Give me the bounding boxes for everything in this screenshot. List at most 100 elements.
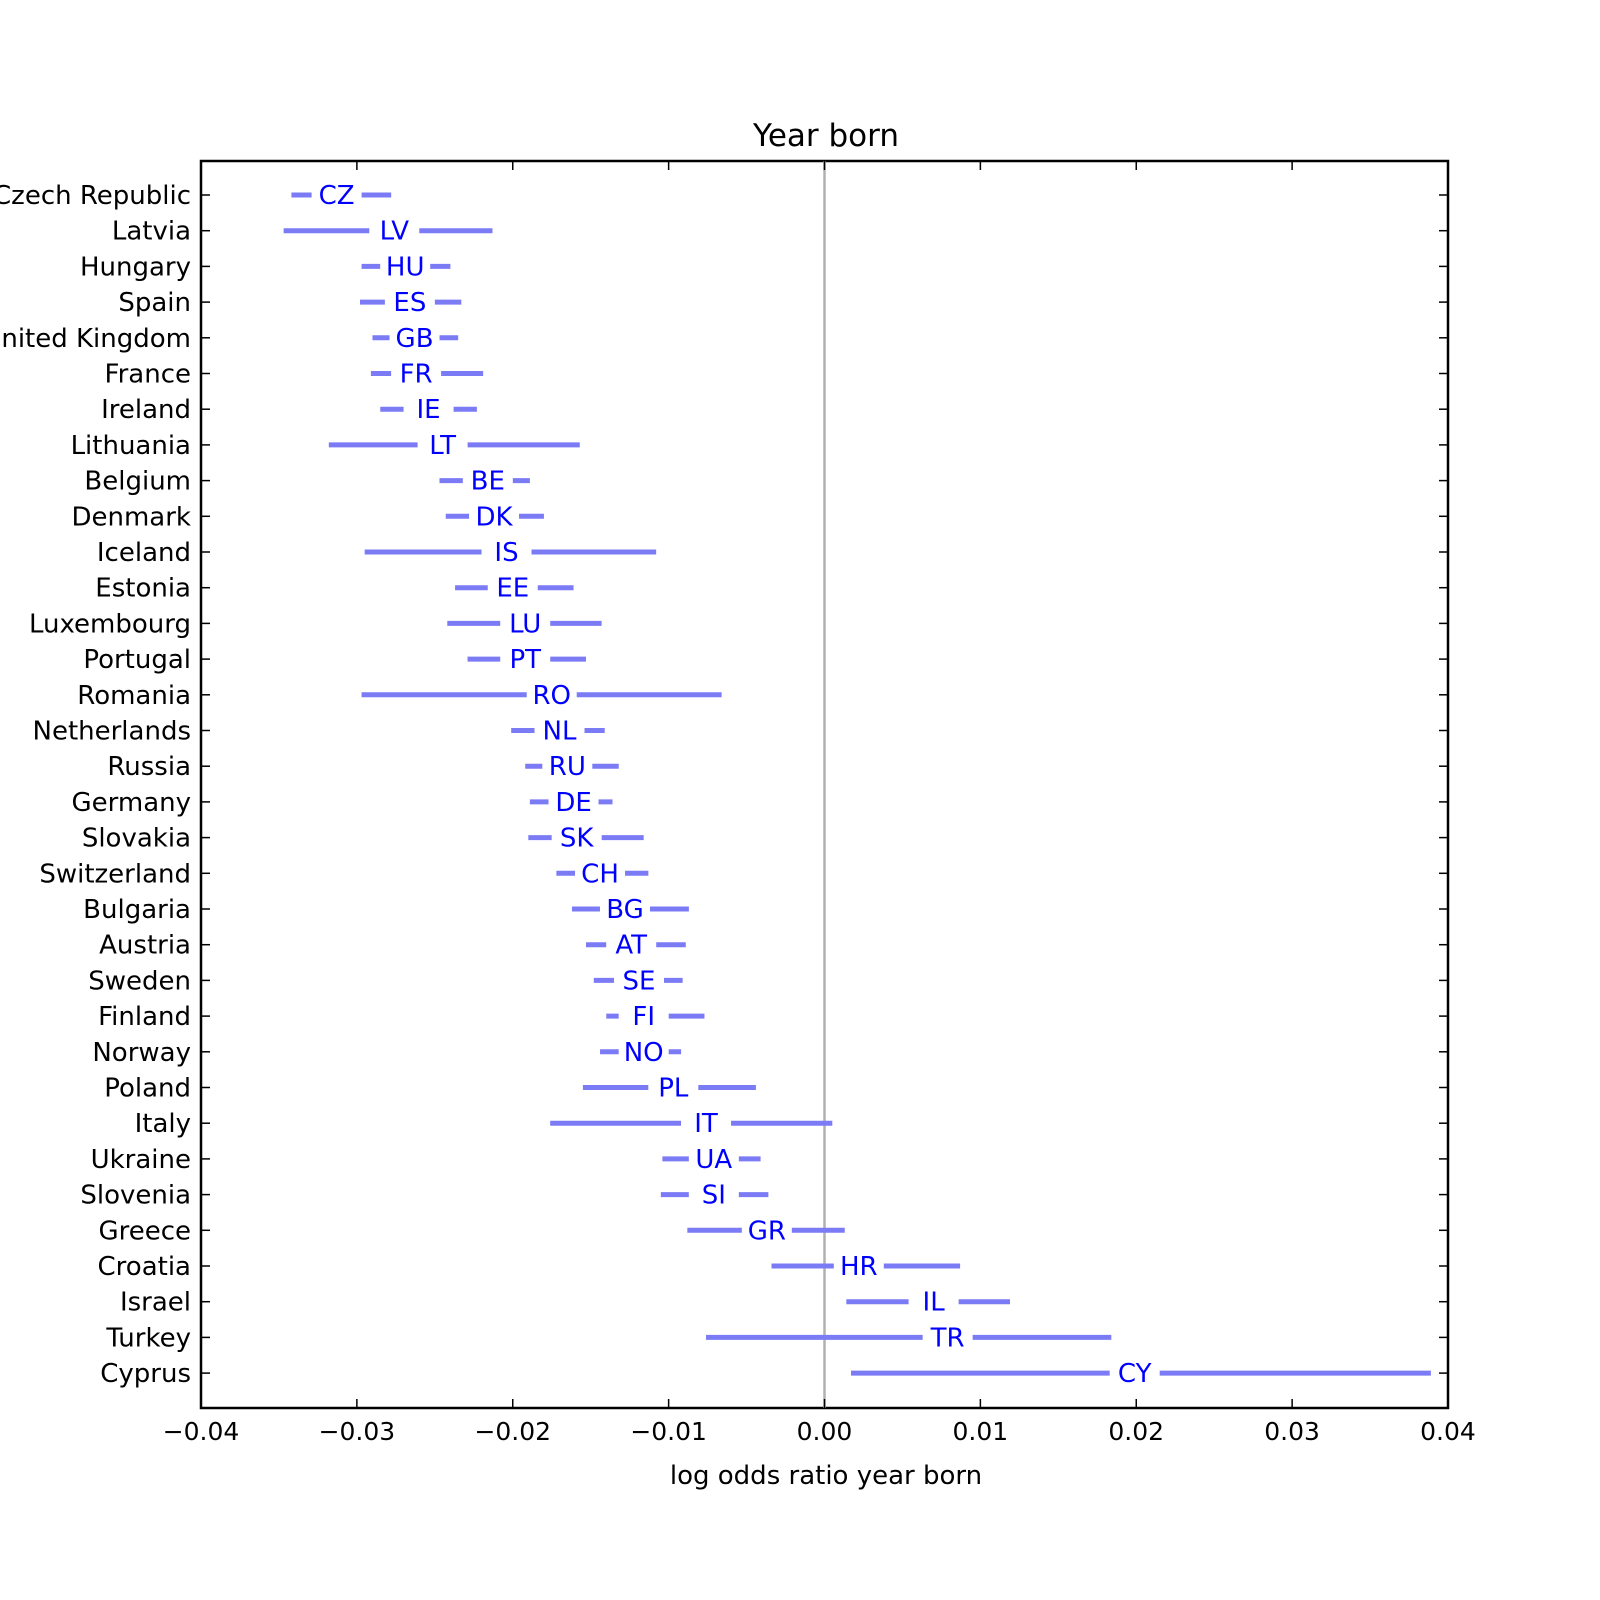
code-label-background (500, 645, 551, 674)
code-label-background (542, 752, 593, 781)
country-label: Sweden (88, 966, 191, 996)
code-label-background (1109, 1359, 1160, 1388)
country-code-label: LT (429, 431, 456, 461)
country-code-label: PL (658, 1074, 689, 1104)
country-label: Ireland (101, 395, 191, 425)
country-label: Ukraine (91, 1145, 191, 1175)
row-ua: Ukraine UA (91, 1144, 1448, 1175)
row-cy: Cyprus CY (100, 1359, 1448, 1389)
code-label-background (534, 716, 585, 745)
code-label-background (618, 1002, 669, 1031)
tick-layer: −0.04 −0.03 −0.02 −0.01 0.00 0.01 0.02 0.03 0.04 (163, 161, 1476, 1446)
code-label-background (481, 538, 532, 566)
row-lt: Lithuania LT (71, 430, 1448, 461)
row-cz: Czech Republic CZ (0, 181, 1448, 211)
row-gr: Greece GR (98, 1216, 1448, 1246)
row-lv: Latvia LV (112, 216, 1448, 247)
code-label-background (614, 966, 665, 995)
code-label-background (908, 1287, 959, 1316)
country-label: Finland (98, 1002, 191, 1032)
country-code-label: CZ (319, 181, 355, 211)
row-lu: Luxembourg LU (29, 609, 1448, 639)
country-label: Italy (135, 1109, 191, 1139)
country-label: Russia (107, 752, 191, 782)
country-code-label: AT (615, 931, 647, 961)
code-label-background (922, 1323, 973, 1352)
row-si: Slovenia SI (80, 1180, 1448, 1211)
country-label: France (105, 360, 191, 390)
country-label: Croatia (98, 1252, 191, 1282)
country-code-label: IE (417, 395, 441, 425)
code-label-background (688, 1144, 739, 1173)
row-hr: Croatia HR (98, 1252, 1448, 1282)
row-layer: Czech Republic CZ Latvia LV Hungary HU Spain ES… (0, 181, 1448, 1389)
country-label: Poland (104, 1074, 191, 1104)
country-code-label: IL (923, 1288, 946, 1318)
chart-title: Year born (752, 118, 899, 154)
x-tick-label: 0.00 (797, 1417, 853, 1446)
row-hu: Hungary HU (80, 252, 1448, 282)
code-label-background (551, 823, 602, 852)
country-code-label: IS (494, 538, 518, 568)
country-label: Czech Republic (0, 181, 191, 211)
country-label: Turkey (105, 1323, 191, 1353)
x-axis-label: log odds ratio year born (670, 1461, 982, 1491)
country-label: Denmark (71, 502, 191, 532)
country-label: Latvia (112, 217, 191, 247)
code-label-background (391, 359, 442, 388)
row-sk: Slovakia SK (82, 823, 1448, 854)
code-label-background (469, 502, 520, 531)
country-code-label: ES (393, 288, 426, 318)
country-code-label: SI (702, 1181, 726, 1211)
country-label: Slovakia (82, 824, 191, 854)
country-code-label: SK (560, 824, 595, 854)
x-tick-label: −0.04 (163, 1417, 240, 1446)
country-label: Slovenia (80, 1181, 191, 1211)
country-code-label: PT (509, 645, 541, 675)
country-code-label: CY (1118, 1359, 1152, 1389)
row-es: Spain ES (118, 288, 1448, 318)
country-label: Spain (118, 288, 191, 318)
country-label: Netherlands (33, 717, 192, 747)
country-code-label: RU (549, 752, 586, 782)
x-tick-label: −0.01 (630, 1417, 707, 1446)
code-label-background (599, 895, 650, 923)
row-at: Austria AT (99, 930, 1448, 961)
country-label: Austria (99, 931, 191, 961)
code-label-background (389, 323, 440, 352)
code-label-background (833, 1252, 884, 1280)
country-code-label: BE (471, 467, 505, 497)
country-code-label: HR (840, 1252, 878, 1282)
row-fr: France FR (105, 359, 1448, 390)
country-code-label: GR (748, 1216, 786, 1246)
code-label-background (311, 181, 362, 209)
country-code-label: UA (695, 1145, 732, 1175)
country-label: United Kingdom (0, 324, 191, 354)
code-label-background (369, 216, 420, 245)
row-dk: Denmark DK (71, 502, 1448, 532)
code-label-background (618, 1037, 669, 1066)
row-no: Norway NO (92, 1037, 1448, 1068)
country-label: Israel (120, 1288, 191, 1318)
x-tick-label: −0.02 (474, 1417, 551, 1446)
country-code-label: SE (623, 966, 656, 996)
country-code-label: DE (555, 788, 591, 818)
code-label-background (462, 466, 513, 495)
code-label-background (688, 1180, 739, 1209)
country-label: Lithuania (71, 431, 191, 461)
code-label-background (487, 573, 538, 602)
country-code-label: FI (632, 1002, 655, 1032)
row-se: Sweden SE (88, 966, 1448, 996)
country-label: Iceland (97, 538, 191, 568)
row-ie: Ireland IE (101, 395, 1448, 425)
code-label-background (606, 930, 657, 959)
code-label-background (681, 1109, 732, 1138)
code-label-background (403, 395, 454, 424)
row-ru: Russia RU (107, 752, 1448, 782)
country-label: Luxembourg (29, 609, 191, 639)
country-label: Norway (92, 1038, 191, 1068)
country-label: Germany (71, 788, 191, 818)
x-tick-label: 0.03 (1264, 1417, 1320, 1446)
row-bg: Bulgaria BG (83, 895, 1448, 925)
